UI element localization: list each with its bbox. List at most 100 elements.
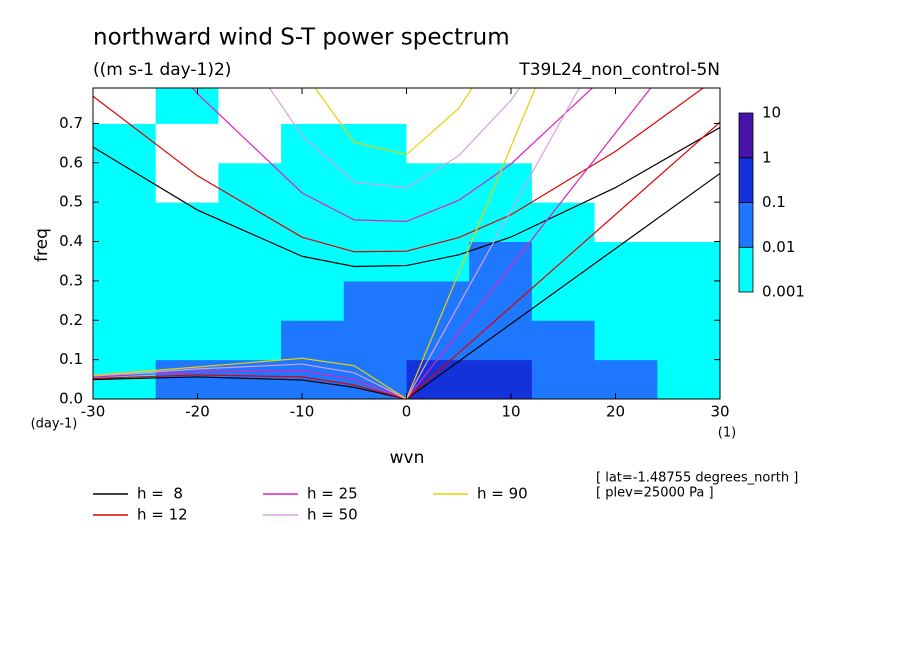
contour-field — [93, 88, 720, 399]
contour-cell — [406, 359, 470, 399]
x-tick-label: 20 — [606, 403, 625, 421]
y-tick-label: 0.4 — [59, 232, 83, 250]
contour-cell — [93, 88, 157, 124]
contour-cell — [93, 202, 157, 243]
contour-cell — [594, 320, 658, 361]
contour-cell — [281, 241, 345, 282]
contour-cell — [469, 359, 533, 399]
dispersion-curve — [268, 88, 521, 189]
contour-cell — [657, 280, 720, 321]
contour-cell — [531, 280, 596, 321]
dispersion-curve — [93, 374, 407, 399]
dispersion-curve — [93, 376, 407, 399]
contour-cell — [218, 241, 282, 282]
dispersion-curve — [314, 88, 473, 156]
dispersion-curve — [93, 363, 407, 399]
legend-label: h = 12 — [137, 506, 188, 524]
dispersion-curve — [93, 88, 705, 253]
legend-label: h = 8 — [137, 485, 183, 503]
dispersion-curve — [93, 126, 720, 268]
y-tick-label: 0.5 — [59, 193, 83, 211]
contour-cell — [531, 123, 596, 164]
contour-cell — [155, 202, 219, 243]
contour-cell — [155, 123, 219, 164]
contour-cell — [406, 241, 470, 282]
contour-cell — [657, 123, 720, 164]
contour-cell — [343, 162, 407, 203]
contour-cell — [594, 202, 658, 243]
y-axis-label: freq — [32, 228, 52, 262]
x-tick-label: 10 — [501, 403, 520, 421]
dispersion-curve — [406, 172, 720, 399]
contour-cell — [406, 320, 470, 361]
dispersion-curve — [405, 88, 536, 399]
contour-cell — [657, 359, 720, 399]
contour-cell — [218, 202, 282, 243]
contour-cell — [281, 202, 345, 243]
contour-cell — [406, 280, 470, 321]
x-axis-label: wvn — [390, 448, 425, 468]
contour-cell — [343, 123, 407, 164]
run-annotation: T39L24_non_control-5N — [518, 60, 720, 80]
contour-cell — [93, 280, 157, 321]
y-tick-label: 0.2 — [59, 311, 83, 329]
contour-cell — [93, 162, 157, 203]
contour-cell — [343, 88, 407, 124]
colorbar-segment — [738, 112, 754, 159]
y-tick-label: 0.1 — [59, 350, 83, 368]
legend-label: h = 90 — [477, 485, 528, 503]
contour-cell — [281, 280, 345, 321]
contour-cell — [218, 320, 282, 361]
contour-cell — [281, 88, 345, 124]
contour-cell — [594, 241, 658, 282]
y-unit: (day-1) — [31, 417, 78, 432]
contour-cell — [594, 359, 658, 399]
contour-cell — [531, 88, 596, 124]
contour-cell — [155, 241, 219, 282]
colorbar-label: 0.1 — [762, 193, 786, 211]
contour-cell — [93, 241, 157, 282]
colorbar-segment — [738, 246, 754, 293]
dispersion-curve — [93, 357, 407, 399]
contour-cell — [469, 280, 533, 321]
colorbar-label: 1 — [762, 148, 772, 166]
contour-cell — [93, 320, 157, 361]
y-tick-label: 0.6 — [59, 153, 83, 171]
contour-cell — [469, 88, 533, 124]
contour-cell — [469, 162, 533, 203]
contour-cell — [657, 241, 720, 282]
note: [ plev=25000 Pa ] — [596, 486, 714, 501]
x-tick-label: 30 — [710, 403, 729, 421]
dispersion-curve — [405, 88, 580, 399]
contour-cell — [469, 123, 533, 164]
contour-cell — [406, 123, 470, 164]
contour-cell — [93, 123, 157, 164]
x-tick-label: -20 — [185, 403, 210, 421]
dispersion-curve — [406, 121, 720, 399]
chart-title: northward wind S-T power spectrum — [93, 25, 510, 51]
contour-cell — [343, 241, 407, 282]
colorbar-label: 0.001 — [762, 283, 805, 301]
contour-cell — [281, 123, 345, 164]
contour-cell — [343, 280, 407, 321]
y-tick-label: 0.7 — [59, 114, 83, 132]
legend-label: h = 25 — [307, 485, 358, 503]
contour-cell — [281, 320, 345, 361]
colorbar-segment — [738, 157, 754, 203]
dispersion-curve — [93, 370, 407, 399]
contour-cell — [594, 88, 658, 124]
contour-cell — [343, 320, 407, 361]
contour-cell — [155, 320, 219, 361]
x-tick-label: -30 — [81, 403, 106, 421]
y-tick-label: 0.0 — [59, 390, 83, 408]
contour-cell — [531, 241, 596, 282]
contour-cell — [406, 162, 470, 203]
colorbar-label: 0.01 — [762, 238, 795, 256]
colorbar-label: 10 — [762, 104, 781, 122]
dispersion-curve — [406, 88, 652, 399]
contour-cell — [218, 162, 282, 203]
dispersion-curve — [191, 88, 594, 223]
legend-label: h = 50 — [307, 506, 358, 524]
x-tick-label: 0 — [402, 403, 412, 421]
